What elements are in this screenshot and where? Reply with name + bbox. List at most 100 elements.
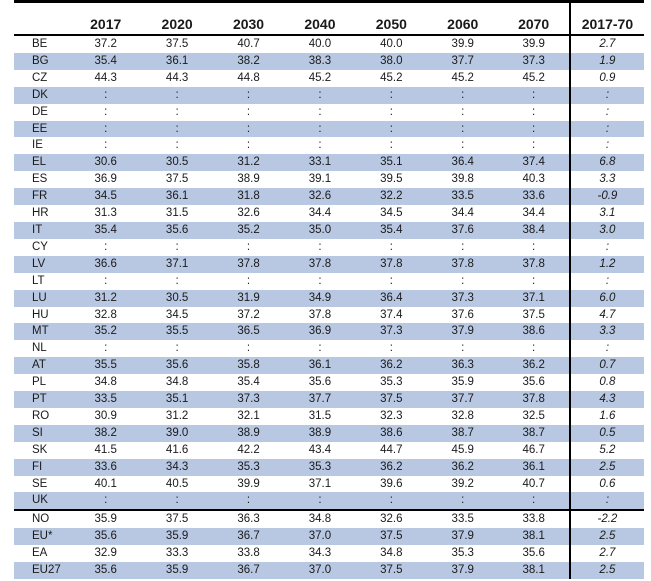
value-cell: 36.3	[427, 357, 499, 375]
value-cell: 31.2	[70, 289, 142, 307]
value-cell: 38.0	[355, 52, 428, 70]
value-cell: 34.9	[284, 289, 356, 307]
value-cell: 37.4	[498, 154, 570, 172]
value-cell: :	[246, 139, 251, 152]
value-cell: 37.8	[355, 255, 428, 273]
table-row: EU* 35.6 35.9 36.7 37.0 37.5 37.9 38.1 2.5	[14, 528, 644, 546]
value-cell: 34.4	[308, 207, 332, 220]
table-row: LV 36.6 37.1 37.8 37.8 37.8 37.8 37.8 1.2	[14, 255, 644, 273]
table-row: IE::::::::	[14, 137, 644, 155]
value-cell: 37.8	[308, 308, 332, 321]
value-cell: 35.6	[141, 221, 213, 239]
value-cell: 32.8	[451, 409, 474, 422]
table-row: EE::::::::	[14, 120, 644, 138]
country-code-cell: DE	[32, 105, 48, 118]
value-cell: 33.5	[427, 509, 499, 529]
value-cell: 35.2	[212, 221, 285, 239]
value-cell: 37.8	[212, 255, 285, 273]
change-cell: 2.5	[568, 528, 644, 546]
change-cell: :	[568, 86, 644, 104]
value-cell: 31.5	[165, 207, 189, 220]
value-cell: 41.6	[165, 443, 189, 456]
value-cell: :	[427, 120, 499, 138]
value-cell: 35.4	[70, 221, 142, 239]
value-cell: 35.9	[70, 509, 142, 529]
value-cell: 37.8	[498, 255, 570, 273]
value-cell: 37.3	[355, 323, 428, 341]
change-cell: 2.7	[568, 35, 644, 53]
change-cell: :	[568, 272, 644, 290]
value-cell: 34.5	[70, 188, 142, 206]
value-cell: 37.8	[498, 391, 570, 408]
country-code-cell: SK	[32, 443, 48, 456]
value-cell: 36.1	[284, 357, 356, 375]
country-code-cell: NO	[14, 509, 71, 529]
value-cell: 34.5	[380, 207, 403, 220]
value-cell: :	[175, 240, 179, 253]
value-cell: 36.1	[141, 188, 213, 206]
value-cell: 37.1	[498, 289, 570, 307]
value-cell: 39.5	[380, 173, 403, 186]
value-cell: 36.7	[212, 528, 285, 546]
value-cell: :	[532, 105, 536, 118]
value-cell: :	[246, 105, 251, 118]
country-code-cell: EU*	[14, 528, 71, 546]
change-cell: 3.3	[568, 323, 644, 341]
value-cell: 36.7	[212, 562, 285, 579]
table-row: NL::::::::	[14, 340, 644, 358]
change-cell: 0.7	[568, 357, 644, 375]
value-cell: :	[141, 492, 213, 511]
value-cell: 36.2	[498, 357, 570, 375]
table-row: FR 34.5 36.1 31.8 32.6 32.2 33.5 33.6 -0.9	[14, 188, 644, 206]
value-cell: 37.6	[427, 221, 499, 239]
value-cell: 37.2	[94, 38, 117, 50]
value-cell: :	[461, 139, 465, 152]
value-cell: 32.6	[237, 207, 260, 220]
value-cell: 45.9	[451, 443, 474, 456]
country-code-cell: SI	[14, 424, 71, 442]
table-row: CY::::::::	[14, 238, 644, 256]
change-cell: 0.5	[568, 424, 644, 442]
value-cell: :	[212, 120, 285, 138]
value-cell: :	[246, 342, 251, 355]
header-2060: 2060	[427, 6, 499, 36]
value-cell: 35.6	[70, 562, 142, 579]
value-cell: 36.2	[355, 458, 428, 476]
value-cell: 38.1	[498, 562, 570, 579]
value-cell: :	[461, 274, 465, 287]
country-code-cell: DK	[14, 86, 71, 104]
value-cell: :	[318, 105, 322, 118]
change-cell: 2.7	[568, 545, 644, 563]
table-row: BE 37.2 37.5 40.7 40.0 40.0 39.9 39.9 2.7	[14, 35, 644, 53]
country-code-cell: FI	[14, 458, 71, 476]
value-cell: :	[141, 120, 213, 138]
value-cell: 35.9	[141, 528, 213, 546]
value-cell: :	[104, 139, 108, 152]
value-cell: 40.7	[522, 477, 545, 490]
table-row: PT 33.5 35.1 37.3 37.7 37.5 37.7 37.8 4.3	[14, 391, 644, 408]
value-cell: 33.8	[498, 509, 570, 529]
value-cell: :	[532, 342, 536, 355]
change-cell: 2.5	[568, 458, 644, 476]
table-row: EA 32.9 33.3 33.8 34.3 34.8 35.3 35.6 2.7	[14, 545, 644, 563]
value-cell: 35.6	[70, 528, 142, 546]
value-cell: 32.5	[522, 409, 545, 422]
value-cell: :	[104, 274, 108, 287]
change-cell: :	[568, 492, 644, 511]
value-cell: 35.9	[451, 376, 474, 389]
value-cell: :	[284, 492, 356, 511]
value-cell: :	[246, 274, 251, 287]
value-cell: 39.9	[237, 477, 260, 490]
value-cell: :	[284, 86, 356, 104]
value-cell: 34.4	[451, 207, 474, 220]
projection-table: 2017 2020 2030 2040 2050 2060 2070 2017-…	[14, 0, 644, 579]
value-cell: 31.9	[212, 289, 285, 307]
table-row: FI 33.6 34.3 35.3 35.3 36.2 36.2 36.1 2.5	[14, 458, 644, 476]
value-cell: 38.7	[427, 424, 499, 442]
country-code-cell: MT	[14, 323, 71, 341]
value-cell: 45.2	[522, 71, 545, 84]
value-cell: :	[532, 240, 536, 253]
change-cell: 1.9	[568, 52, 644, 70]
value-cell: 37.4	[380, 308, 403, 321]
value-cell: :	[212, 492, 285, 511]
